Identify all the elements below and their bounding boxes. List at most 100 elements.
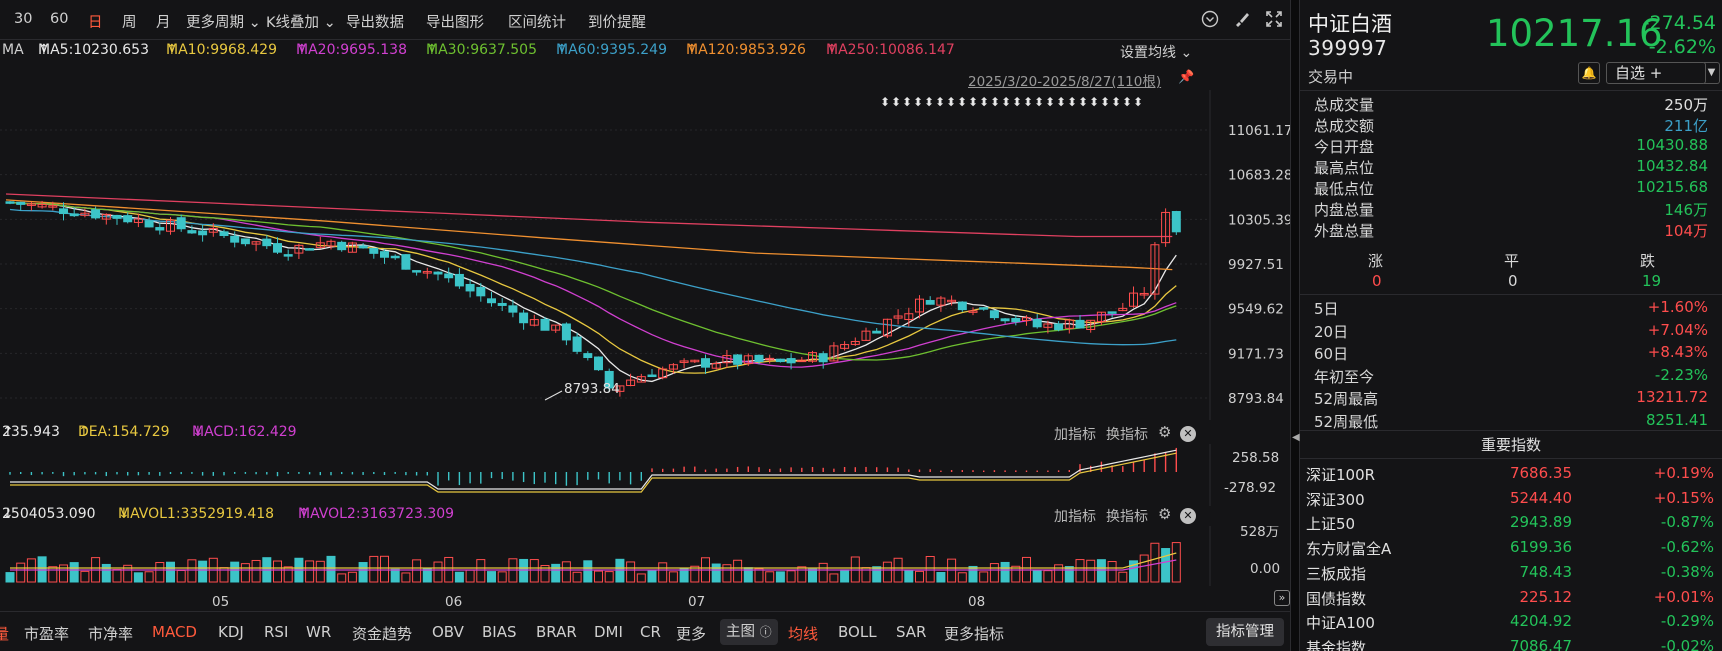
tab-ma[interactable]: 均线 [788,625,819,643]
collapse-arrow-icon[interactable]: ◀ [1292,432,1300,443]
tab-macd[interactable]: MACD [152,623,197,641]
main-chart-button[interactable]: 主图 ⓘ [720,619,778,645]
gear-icon[interactable]: ⚙ [1158,423,1172,441]
gear-icon[interactable]: ⚙ [1158,505,1172,523]
tab-sar[interactable]: SAR [896,623,927,641]
candle [59,208,68,215]
volume-bar [433,561,443,583]
price-axis-label: 9171.73 [1228,346,1284,362]
period-month[interactable]: 月 [156,15,171,31]
tab-more-indicators[interactable]: 更多指标 [944,625,1005,643]
mavol2-line [10,559,1177,571]
index-row[interactable]: 基金指数 7086.47 -0.02% [1300,635,1722,651]
index-row[interactable]: 中证A100 4204.92 -0.29% [1300,610,1722,634]
indicator-manage-button[interactable]: 指标管理 [1206,618,1284,646]
candle [305,248,315,251]
volume-bar [925,555,935,583]
candle [818,353,828,363]
candle [668,364,678,370]
tab-dmi[interactable]: DMI [594,623,623,641]
mavol1-line [10,552,1177,569]
bell-icon[interactable]: 🔔 [1578,62,1600,84]
volume-bar [829,573,839,583]
add-indicator-button[interactable]: 加指标 [1054,427,1096,443]
range-stats-button[interactable]: 区间统计 [508,15,566,31]
candle [1022,317,1031,321]
add-watchlist-button[interactable]: 自选 + [1606,62,1706,84]
tab-cr[interactable]: CR [640,623,661,641]
tab-obv[interactable]: OBV [432,623,464,641]
event-marker-icon: ⬍ [1012,95,1022,109]
price-axis-label: 11061.17 [1228,123,1290,139]
ma-settings-dropdown[interactable]: 设置均线 ⌄ [1120,42,1192,62]
dif-line [10,449,1177,490]
more-periods-dropdown[interactable]: 更多周期 ⌄ [186,11,261,32]
brush-icon[interactable] [1232,10,1252,30]
candle [711,363,721,369]
fullscreen-icon[interactable] [1264,10,1284,30]
candle [626,379,636,387]
perf-row: 5日 +1.60% [1300,296,1722,318]
index-row[interactable]: 国债指数 225.12 +0.01% [1300,586,1722,610]
tab-more[interactable]: 更多 [676,625,707,643]
candle [1096,311,1106,323]
index-row[interactable]: 三板成指 748.43 -0.38% [1300,561,1722,585]
close-icon[interactable]: ✕ [1180,508,1196,524]
expand-icon[interactable]: » [1274,590,1290,606]
candle [915,298,924,313]
tab-kdj[interactable]: KDJ [218,623,244,641]
period-60[interactable]: 60 [50,11,69,27]
period-30[interactable]: 30 [14,11,33,27]
swap-indicator-button[interactable]: 换指标 [1106,509,1148,525]
tab-boll[interactable]: BOLL [838,623,877,641]
close-icon[interactable]: ✕ [1180,426,1196,442]
volume-bar [476,559,486,583]
caret-down-icon[interactable]: ▼ [1704,62,1720,84]
candle [1075,319,1085,329]
tab-pe[interactable]: 市盈率 [24,625,70,643]
tab-wr[interactable]: WR [306,623,332,641]
candle [112,214,122,219]
index-row-price: 6199.36 [1509,538,1572,557]
index-row-price: 2943.89 [1509,513,1572,532]
export-chart-button[interactable]: 导出图形 [426,15,484,31]
index-row[interactable]: 东方财富全A 6199.36 -0.62% [1300,536,1722,560]
tab-brar[interactable]: BRAR [536,623,577,641]
tab-rsi[interactable]: RSI [264,623,289,641]
candle [957,301,967,311]
date-range-label[interactable]: 2025/3/20-2025/8/27(110根) [968,74,1162,90]
volume-bar [315,560,325,583]
chevron-circle-down-icon[interactable] [1200,10,1220,30]
index-row[interactable]: 深证300 5244.40 +0.15% [1300,487,1722,511]
tab-bias[interactable]: BIAS [482,623,517,641]
candle [861,330,871,341]
candle [968,310,978,313]
volume-bar [786,570,796,583]
price-change-pct: -2.62% [1648,36,1716,58]
volume-bar [1032,570,1042,583]
index-row[interactable]: 深证100R 7686.35 +0.19% [1300,462,1722,486]
candle [433,271,443,275]
quote-stat-row: 总成交量 250万 [1300,92,1722,114]
add-indicator-button[interactable]: 加指标 [1054,509,1096,525]
tab-volume[interactable]: 量 [0,625,10,643]
panel-divider[interactable]: ◀ [1290,0,1300,651]
pin-icon[interactable]: 📌 [1178,70,1195,85]
volume-bar [251,559,261,583]
swap-indicator-button[interactable]: 换指标 [1106,427,1148,443]
tab-fund-trend[interactable]: 资金趋势 [352,625,413,643]
export-data-button[interactable]: 导出数据 [346,15,404,31]
candlestick-chart[interactable]: ⬍ ⬍ ⬍ ⬍ ⬍ ⬍ ⬍ ⬍ ⬍ ⬍ ⬍ ⬍ ⬍ ⬍ ⬍ ⬍ ⬍ ⬍ ⬍ ⬍ ⬍ ⬍ ⬍ ⬍ 11061.1710683.2… [0,90,1290,420]
candle [133,218,143,223]
candle [16,201,26,205]
candle [679,360,689,363]
price-alert-button[interactable]: 到价提醒 [588,15,646,31]
candle [882,318,892,337]
index-row[interactable]: 上证50 2943.89 -0.87% [1300,511,1722,535]
period-day[interactable]: 日 [88,15,103,31]
tab-pb[interactable]: 市净率 [88,625,134,643]
period-week[interactable]: 周 [122,15,137,31]
kline-overlay-dropdown[interactable]: K线叠加 ⌄ [266,11,336,32]
ma-settings-label: 设置均线 [1120,45,1176,61]
volume-bar [808,568,817,583]
